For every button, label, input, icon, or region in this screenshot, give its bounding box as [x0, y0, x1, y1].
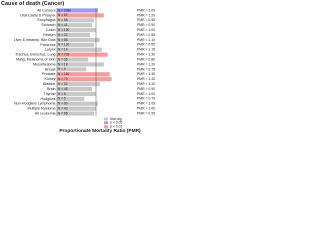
- bar: [57, 23, 93, 28]
- count-label: N = 62: [58, 13, 68, 17]
- count-label: N = 48: [58, 87, 68, 91]
- bar: [57, 111, 95, 116]
- y-tick-label: Bladder: [43, 82, 56, 86]
- value-label: PMR = 1.05: [137, 8, 155, 12]
- bar: [57, 37, 100, 42]
- count-label: N = 40: [58, 106, 68, 110]
- y-tick-label: Rectum: [43, 33, 55, 37]
- count-label: N = 35: [58, 57, 68, 61]
- y-tick-label: Colon: [46, 28, 55, 32]
- value-label: PMR = 0.70: [137, 97, 155, 101]
- y-tick-label: Pancreas: [40, 43, 55, 47]
- y-tick-label: Trachea, Bronchus, Lung: [15, 53, 55, 57]
- y-tick-label: Oral Cavity & Pharynx: [20, 13, 56, 17]
- y-tick-label: Mesothelioma: [33, 62, 55, 66]
- bar: [57, 52, 108, 57]
- value-label: PMR = 1.00: [137, 107, 155, 111]
- legend-label: p < 0.05: [110, 121, 122, 125]
- y-tick-label: Hodgkins: [41, 97, 56, 101]
- value-label: PMR = 1.05: [137, 102, 155, 106]
- x-axis-title: Proportionate Mortality Ratio (PMR): [59, 128, 141, 134]
- value-label: PMR = 0.90: [137, 23, 155, 27]
- bar: [57, 13, 104, 18]
- count-label: N = 5: [58, 97, 66, 101]
- bar: [57, 62, 104, 67]
- bar: [57, 86, 93, 92]
- count-label: N = 32: [58, 33, 68, 37]
- value-label: PMR = 0.95: [137, 111, 155, 115]
- y-tick-label: Non-Hodgkins Lymphoma: [14, 102, 55, 106]
- value-label: PMR = 1.35: [137, 72, 155, 76]
- legend-swatch: [104, 117, 108, 121]
- count-label: N = 18: [58, 62, 68, 66]
- y-tick-label: Multiple Myeloma: [28, 107, 56, 111]
- legend-swatch: [104, 125, 108, 128]
- value-label: PMR = 0.95: [137, 18, 155, 22]
- count-label: N = 70: [58, 77, 68, 81]
- bar: [57, 82, 100, 87]
- bar: [57, 101, 98, 106]
- y-tick-label: Malig. Melanoma of Skin: [16, 57, 55, 61]
- bar: [57, 42, 95, 47]
- count-label: N = 702: [58, 52, 69, 56]
- bar: [57, 72, 110, 77]
- bar: [57, 67, 87, 72]
- value-label: PMR = 1.00: [137, 92, 155, 96]
- value-label: PMR = 1.10: [137, 38, 155, 42]
- y-tick-label: Prostate: [42, 72, 55, 76]
- legend-label: p < 0.01: [110, 124, 122, 128]
- bar: [57, 77, 112, 82]
- count-label: N = 52: [58, 82, 68, 86]
- bar: [57, 32, 91, 38]
- bar: [57, 106, 96, 111]
- bar: [57, 91, 96, 96]
- y-tick-label: Brain: [47, 87, 55, 91]
- value-label: PMR = 1.00: [137, 28, 155, 32]
- bar: [57, 18, 95, 23]
- count-label: N = 120: [58, 43, 69, 47]
- value-label: PMR = 0.85: [137, 33, 155, 37]
- count-label: N = 41: [58, 23, 68, 27]
- y-tick-label: Stomach: [41, 23, 55, 27]
- chart-title: Cause of death (Cancer): [1, 1, 64, 7]
- y-tick-label: All Cancers: [37, 8, 56, 12]
- count-label: N = 160: [58, 72, 69, 76]
- value-label: PMR = 1.10: [137, 82, 155, 86]
- count-label: N = 14: [58, 48, 68, 52]
- value-label: PMR = 0.90: [137, 87, 155, 91]
- count-label: N = 9: [58, 67, 66, 71]
- y-tick-label: All Leukemia: [35, 111, 56, 115]
- y-tick-label: Larynx: [45, 48, 56, 52]
- y-tick-label: Kidney: [45, 77, 56, 81]
- value-label: PMR = 1.40: [137, 77, 155, 81]
- count-label: N = 88: [58, 38, 68, 42]
- bar: [57, 57, 89, 62]
- y-tick-label: Liver & Intrahep. Bile Duct: [14, 38, 56, 42]
- bar: [57, 28, 96, 33]
- y-tick-label: Thyroid: [44, 92, 56, 96]
- y-tick-label: Breast: [45, 67, 55, 71]
- legend-label: Non-sig: [110, 117, 122, 121]
- count-label: N = 6: [58, 92, 66, 96]
- bar: [57, 8, 98, 13]
- count-label: N = 90: [58, 102, 68, 106]
- count-label: N = 190: [58, 28, 69, 32]
- chart: Cause of death (Cancer) Proportionate Mo…: [1, 1, 155, 134]
- legend-swatch: [104, 121, 108, 125]
- bar: [57, 47, 102, 52]
- value-label: PMR = 0.75: [137, 67, 155, 71]
- value-label: PMR = 1.15: [137, 48, 155, 52]
- value-label: PMR = 0.95: [137, 43, 155, 47]
- bar: [57, 96, 85, 101]
- y-tick-label: Esophagus: [38, 18, 56, 22]
- count-label: N = 58: [58, 18, 68, 22]
- value-label: PMR = 1.20: [137, 62, 155, 66]
- count-label: N = 85: [58, 111, 68, 115]
- count-label: N = 2380: [58, 8, 71, 12]
- value-label: PMR = 1.20: [137, 13, 155, 17]
- value-label: PMR = 1.30: [137, 53, 155, 57]
- value-label: PMR = 0.80: [137, 57, 155, 61]
